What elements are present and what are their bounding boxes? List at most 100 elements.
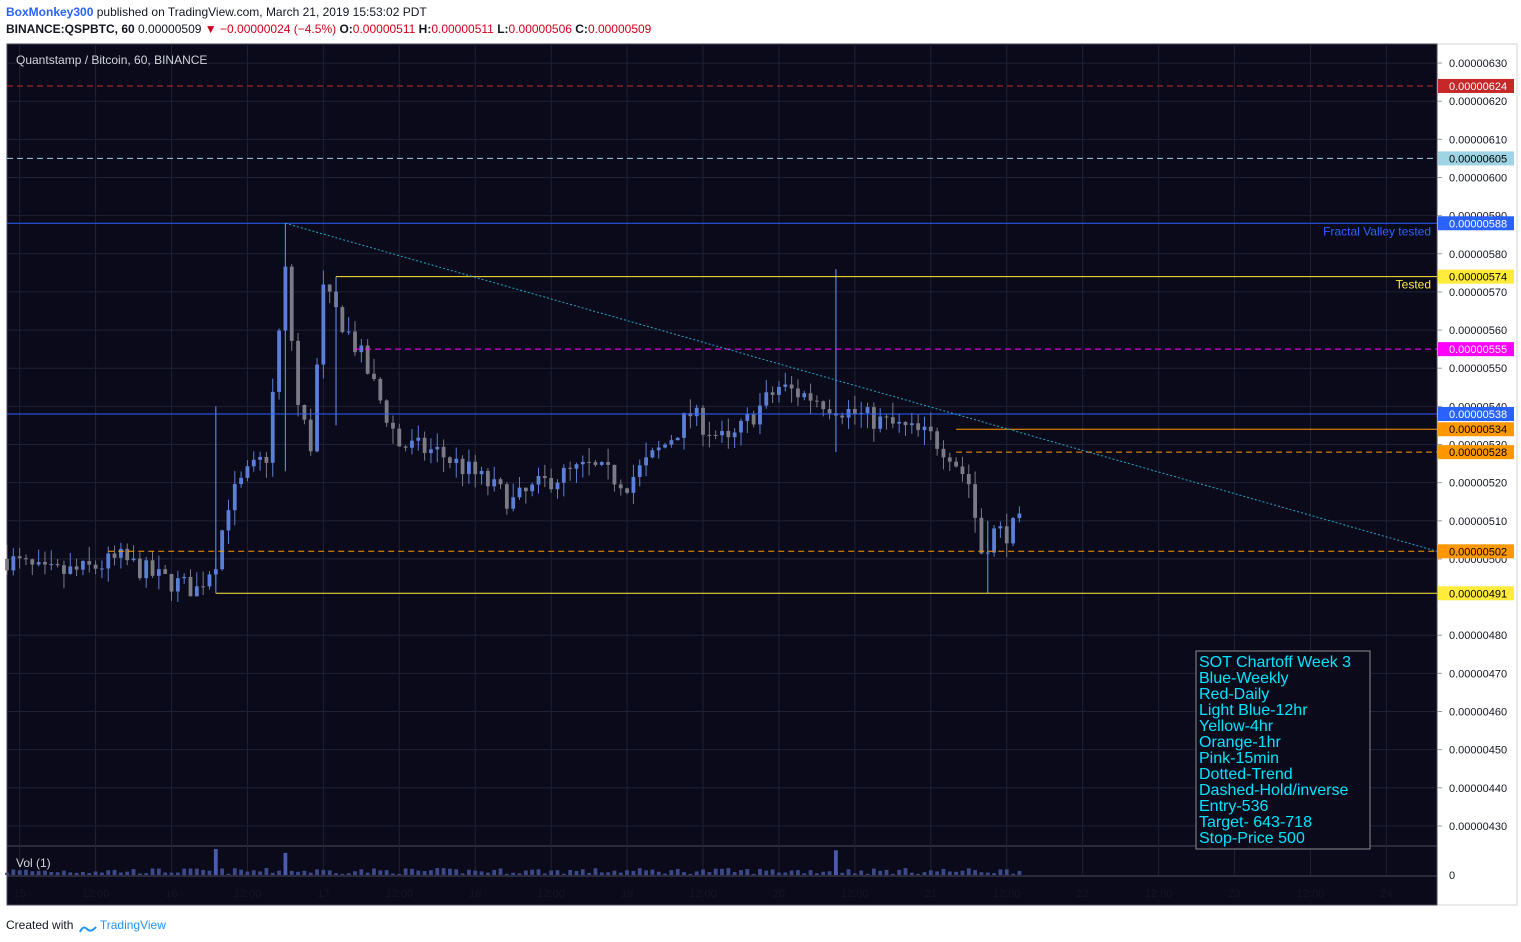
volume-bar xyxy=(11,869,16,875)
candle-body xyxy=(410,440,414,448)
candle-body xyxy=(941,448,946,458)
candle-body xyxy=(1017,513,1022,519)
volume-bar xyxy=(511,872,516,875)
volume-bar xyxy=(429,870,433,875)
volume-bar xyxy=(1017,870,1022,875)
time-tick-label: 12:00 xyxy=(537,888,565,900)
candle-body xyxy=(62,565,66,574)
candle-body xyxy=(612,464,617,485)
volume-bar xyxy=(726,868,731,875)
time-tick-label: 12:00 xyxy=(993,888,1021,900)
open-label: O: xyxy=(339,22,353,36)
created-with-text: Created with xyxy=(6,918,74,932)
candle-body xyxy=(713,434,718,436)
price-tag-label: 0.00000534 xyxy=(1449,424,1507,436)
candle-body xyxy=(821,401,826,410)
volume-bar xyxy=(821,871,826,875)
volume-bar xyxy=(150,868,155,875)
published-text: published on TradingView.com, March 21, … xyxy=(96,5,427,19)
volume-bar xyxy=(707,872,712,875)
volume-bar xyxy=(5,872,9,875)
candle-body xyxy=(650,450,655,458)
candle-body xyxy=(599,462,604,465)
price-tick-label: 0.00000630 xyxy=(1449,58,1507,70)
volume-bar xyxy=(796,870,800,875)
volume-bar xyxy=(346,873,351,875)
candle-body xyxy=(302,404,307,420)
volume-bars xyxy=(5,849,1022,875)
volume-bar xyxy=(789,870,794,875)
candle-body xyxy=(884,416,889,418)
candle-body xyxy=(327,284,332,292)
chart-border xyxy=(6,43,1438,906)
volume-bar xyxy=(410,868,414,875)
candle-body xyxy=(435,446,440,450)
volume-bar xyxy=(448,868,452,875)
candle-body xyxy=(448,457,452,464)
candle-body xyxy=(11,556,16,571)
volume-bar xyxy=(871,868,876,875)
candle-body xyxy=(277,330,281,392)
volume-bar xyxy=(36,870,41,875)
candle-body xyxy=(694,407,699,417)
candle-body xyxy=(384,400,389,423)
time-tick-label: 20 xyxy=(773,888,785,900)
candle-body xyxy=(144,560,149,579)
candle-body xyxy=(81,561,85,570)
volume-bar xyxy=(852,873,857,875)
candle-body xyxy=(467,461,471,475)
candle-body xyxy=(992,528,996,553)
candle-body xyxy=(175,578,180,592)
volume-bar xyxy=(713,868,718,875)
volume-bar xyxy=(30,871,35,875)
volume-bar xyxy=(391,873,395,875)
candle-body xyxy=(270,391,275,463)
volume-bar xyxy=(479,871,484,875)
volume-bar xyxy=(62,870,66,875)
time-tick-label: 17 xyxy=(317,888,329,900)
candle-body xyxy=(618,484,623,489)
time-tick-label: 12:00 xyxy=(386,888,414,900)
volume-bar xyxy=(296,871,300,875)
volume-bar xyxy=(549,870,554,875)
legend-line: Orange-1hr xyxy=(1199,734,1281,751)
candle-body xyxy=(587,461,592,463)
candle-body xyxy=(802,393,807,398)
candle-body xyxy=(365,345,370,374)
tradingview-brand[interactable]: TradingView xyxy=(99,918,166,932)
candle-body xyxy=(631,477,636,493)
price-tag-orange xyxy=(1438,422,1514,437)
candle-body xyxy=(346,331,351,333)
candle-body xyxy=(30,559,35,565)
price-tag-label: 0.00000528 xyxy=(1449,447,1507,459)
volume-bar xyxy=(694,871,699,875)
volume-bar xyxy=(175,872,180,875)
volume-bar xyxy=(802,873,807,875)
legend-line: Dotted-Trend xyxy=(1199,766,1293,783)
volume-bar xyxy=(884,869,889,875)
candle-body xyxy=(675,437,680,441)
candle-body xyxy=(1004,526,1009,544)
candle-body xyxy=(416,437,421,441)
author-link[interactable]: BoxMonkey300 xyxy=(6,5,94,19)
price-tick-label: 0.00000600 xyxy=(1449,173,1507,185)
candle-body xyxy=(182,576,187,579)
candle-body xyxy=(922,426,927,431)
volume-bar xyxy=(536,869,541,875)
volume-bar xyxy=(359,869,364,875)
price-tick-label: 0.00000460 xyxy=(1449,707,1507,719)
volume-bar xyxy=(245,871,250,875)
price-tick-label: 0.00000560 xyxy=(1449,325,1507,337)
volume-bar xyxy=(751,873,756,875)
price-tag-yellow xyxy=(1438,586,1514,601)
volume-bar xyxy=(49,871,54,875)
volume-bar xyxy=(675,868,680,875)
candle-body xyxy=(137,558,142,579)
candle-body xyxy=(796,388,800,398)
legend-line: SOT Chartoff Week 3 xyxy=(1199,654,1351,671)
candle-body xyxy=(194,586,199,597)
candle-body xyxy=(815,400,819,402)
price-tick-label: 0.00000570 xyxy=(1449,287,1507,299)
volume-bar xyxy=(669,870,674,875)
